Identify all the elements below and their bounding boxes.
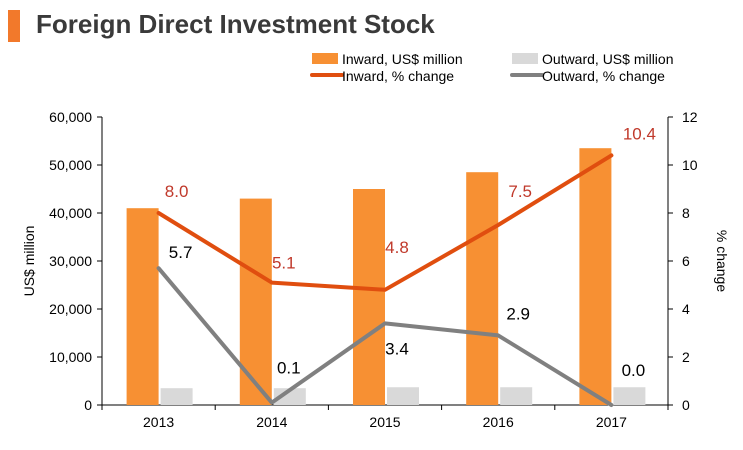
outward-bar [387, 387, 419, 405]
right-axis-title: % change [714, 230, 730, 292]
x-tick-label: 2013 [143, 414, 174, 430]
inward-bar [353, 189, 385, 405]
left-tick-label: 0 [84, 397, 92, 413]
x-tick-label: 2017 [596, 414, 627, 430]
left-tick-label: 50,000 [49, 157, 92, 173]
legend-label: Inward, US$ million [342, 51, 463, 67]
legend-label: Outward, % change [542, 68, 665, 84]
x-tick-label: 2014 [256, 414, 287, 430]
inward-change-label: 10.4 [623, 124, 656, 143]
x-tick-label: 2015 [369, 414, 400, 430]
outward-change-label: 0.1 [277, 359, 301, 378]
legend-label: Outward, US$ million [542, 51, 674, 67]
inward-change-label: 8.0 [165, 182, 189, 201]
right-tick-label: 0 [682, 397, 690, 413]
outward-change-label: 5.7 [169, 243, 193, 262]
x-tick-label: 2016 [483, 414, 514, 430]
legend-label: Inward, % change [342, 68, 454, 84]
legend-swatch [312, 53, 338, 64]
right-tick-label: 4 [682, 301, 690, 317]
right-tick-label: 6 [682, 253, 690, 269]
outward-bar [160, 388, 193, 405]
left-axis-title: US$ million [21, 226, 37, 297]
outward-bar [500, 387, 533, 405]
right-tick-label: 10 [682, 157, 698, 173]
inward-change-label: 7.5 [508, 182, 532, 201]
outward-change-label: 2.9 [506, 304, 530, 323]
inward-change-line [156, 153, 614, 292]
inward-bar [579, 148, 612, 405]
right-tick-label: 8 [682, 205, 690, 221]
chart-title: Foreign Direct Investment Stock [36, 9, 435, 39]
outward-change-label: 0.0 [622, 361, 646, 380]
left-tick-label: 40,000 [49, 205, 92, 221]
right-tick-label: 2 [682, 349, 690, 365]
outward-bar [273, 388, 306, 405]
inward-bar [126, 208, 159, 405]
left-tick-label: 60,000 [49, 109, 92, 125]
outward-bar [613, 387, 646, 405]
left-tick-label: 10,000 [49, 349, 92, 365]
inward-bar [239, 198, 272, 405]
outward-change-label: 3.4 [385, 339, 409, 358]
inward-change-label: 5.1 [272, 254, 296, 273]
inward-change-label: 4.8 [385, 238, 409, 257]
inward-bar [466, 172, 499, 405]
right-tick-label: 12 [682, 109, 698, 125]
outward-change-line [156, 266, 614, 407]
title-accent-bar [8, 10, 20, 42]
left-tick-label: 30,000 [49, 253, 92, 269]
legend-swatch [512, 53, 538, 64]
left-tick-label: 20,000 [49, 301, 92, 317]
